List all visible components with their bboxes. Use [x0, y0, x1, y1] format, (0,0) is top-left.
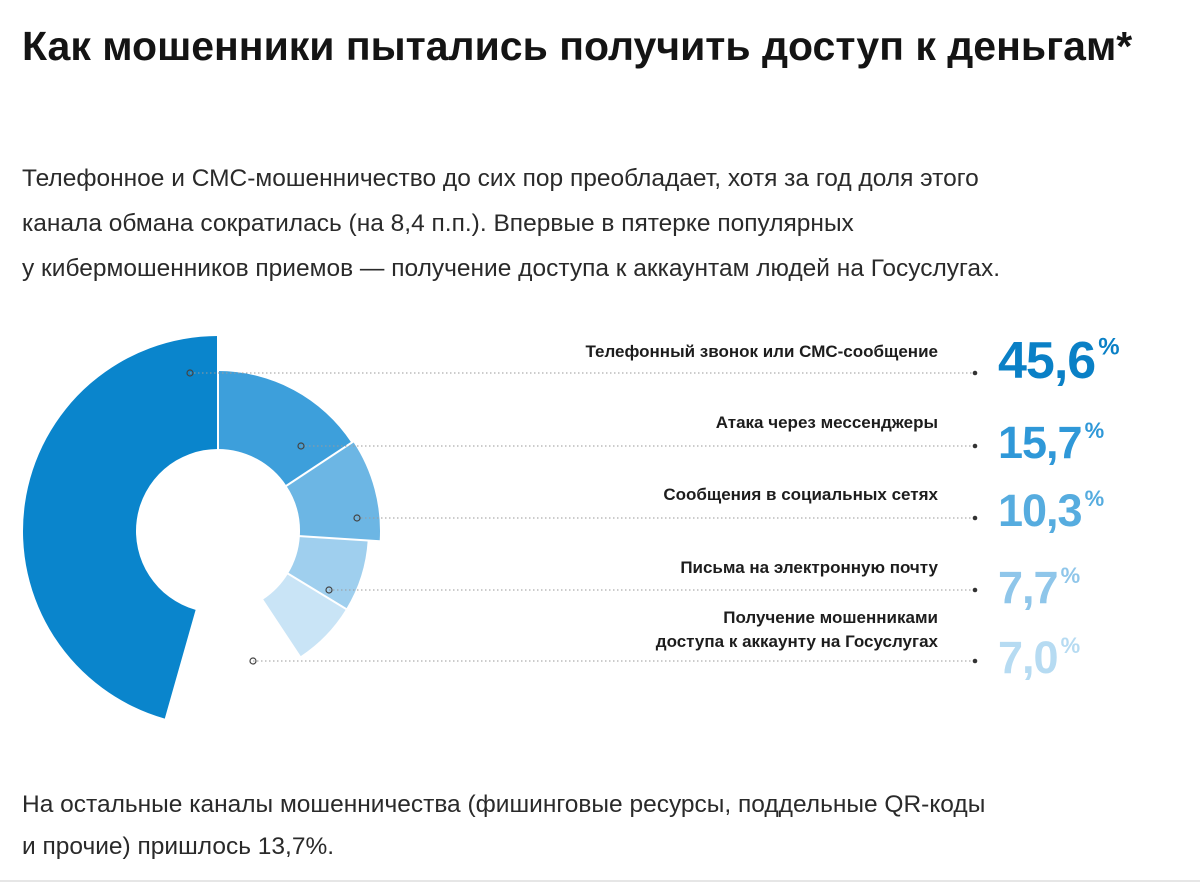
leader-dot [972, 587, 978, 593]
chart-title: Как мошенники пытались получить доступ к… [22, 23, 1133, 69]
leader-dot [353, 514, 361, 522]
bottom-divider [0, 880, 1200, 882]
leader-dot [186, 369, 194, 377]
slice-separator [284, 408, 403, 488]
intro-paragraph: Телефонное и СМС-мошенничество до сих по… [22, 156, 1187, 291]
value-label: 45,6 [998, 332, 1095, 390]
percent-sign: % [1085, 418, 1105, 443]
category-label: Сообщения в социальных сетях [663, 485, 938, 504]
leader-dot [972, 658, 978, 664]
category-label: Получение мошенниками [723, 608, 938, 627]
footer-line: и прочие) пришлось 13,7%. [22, 833, 335, 860]
category-label: Атака через мессенджеры [716, 413, 938, 432]
slice-separator [285, 571, 407, 647]
pie-slice [286, 441, 380, 542]
pie-slice [23, 336, 219, 719]
footer-note: На остальные каналы мошенничества (фишин… [22, 784, 1182, 868]
value-label: 10,3 [998, 485, 1082, 536]
leader-dot [972, 515, 978, 521]
leader-dot [325, 586, 333, 594]
intro-line: у кибермошенников приемов — получение до… [22, 255, 1001, 282]
percent-sign: % [1085, 486, 1105, 511]
percent-sign: % [1061, 633, 1081, 658]
intro-line: канала обмана сократилась (на 8,4 п.п.).… [22, 210, 854, 237]
value-label: 15,7 [998, 417, 1082, 468]
footer-line: На остальные каналы мошенничества (фишин… [22, 791, 986, 818]
slice-separator [297, 535, 438, 546]
category-label: Телефонный звонок или СМС-сообщение [585, 342, 938, 361]
pie-slice [218, 371, 352, 486]
leader-dot [297, 442, 305, 450]
value-label: 7,0 [998, 632, 1058, 683]
category-label: доступа к аккаунту на Госуслугах [656, 632, 939, 651]
percent-sign: % [1061, 563, 1081, 588]
leader-dot [972, 370, 978, 376]
pie-slice [263, 573, 347, 657]
leader-dot [249, 657, 257, 665]
leader-dot [972, 443, 978, 449]
intro-line: Телефонное и СМС-мошенничество до сих по… [22, 165, 979, 192]
percent-sign: % [1098, 334, 1119, 361]
value-label: 7,7 [998, 562, 1058, 613]
category-label: Письма на электронную почту [680, 558, 938, 577]
pie-slice [288, 536, 368, 609]
